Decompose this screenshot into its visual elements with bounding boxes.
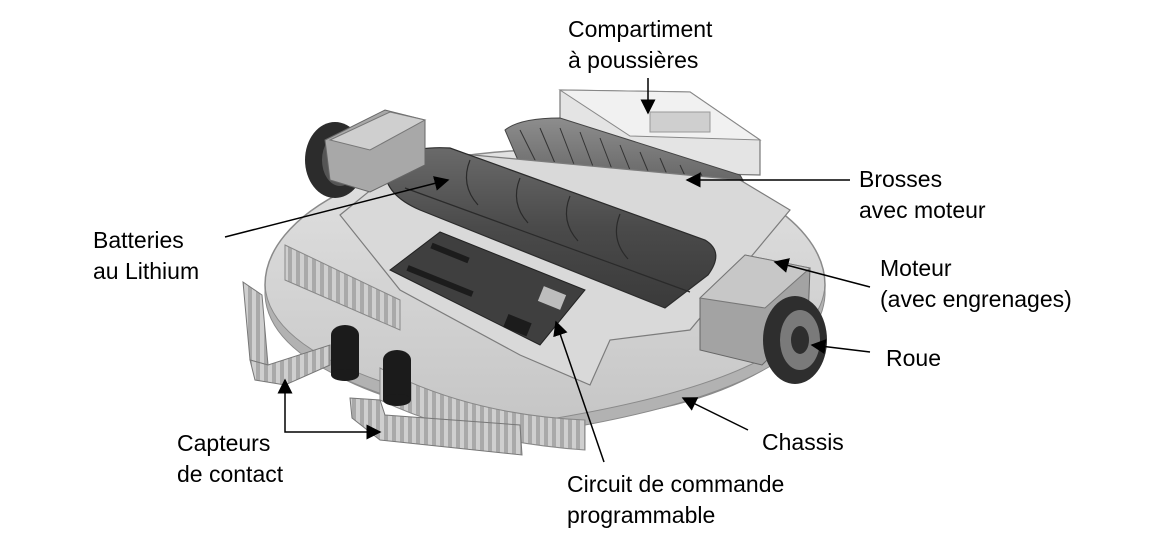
label-moteur-line1: Moteur xyxy=(880,255,952,281)
label-brosses: Brosses avec moteur xyxy=(859,164,986,226)
label-capteurs-line1: Capteurs xyxy=(177,430,271,456)
label-chassis: Chassis xyxy=(762,427,844,458)
label-circuit-line1: Circuit de commande xyxy=(567,471,785,497)
arrow-moteur xyxy=(773,258,871,288)
leader-lines xyxy=(224,78,871,463)
label-brosses-line2: avec moteur xyxy=(859,197,986,223)
rear-motor xyxy=(305,109,427,198)
label-capteurs-line2: de contact xyxy=(177,461,284,487)
label-batteries: Batteries au Lithium xyxy=(93,225,199,287)
wheel xyxy=(763,296,827,384)
bumper xyxy=(284,244,586,451)
control-board xyxy=(389,231,586,346)
label-roue: Roue xyxy=(886,343,941,374)
label-compartiment-line1: Compartiment xyxy=(568,16,713,42)
label-circuit-line2: programmable xyxy=(567,502,716,528)
label-brosses-line1: Brosses xyxy=(859,166,943,192)
label-compartiment-line2: à poussières xyxy=(568,47,699,73)
label-moteur: Moteur (avec engrenages) xyxy=(880,253,1072,315)
arrow-roue xyxy=(810,339,871,355)
label-chassis-line1: Chassis xyxy=(762,429,844,455)
label-batteries-line1: Batteries xyxy=(93,227,184,253)
label-moteur-line2: (avec engrenages) xyxy=(880,286,1072,312)
label-batteries-line2: au Lithium xyxy=(93,258,200,284)
arrow-capteur-2 xyxy=(284,424,382,440)
arrow-chassis xyxy=(681,397,749,431)
arrow-circuit xyxy=(553,320,605,463)
dust-compartment xyxy=(558,89,762,176)
contact-sensors xyxy=(242,280,523,456)
label-circuit: Circuit de commande programmable xyxy=(567,469,784,531)
label-capteurs: Capteurs de contact xyxy=(177,428,283,490)
label-compartiment: Compartiment à poussières xyxy=(568,14,712,76)
arrow-batteries xyxy=(224,176,450,238)
label-roue-line1: Roue xyxy=(886,345,941,371)
